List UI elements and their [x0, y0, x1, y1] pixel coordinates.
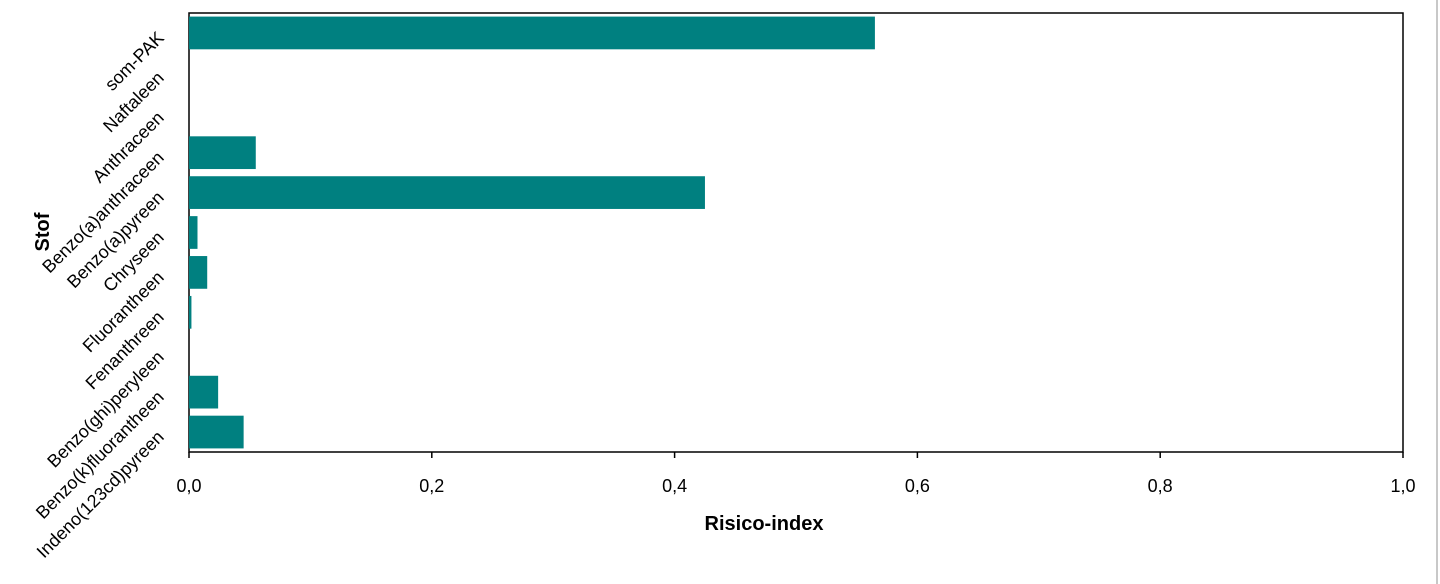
bar-som-pak — [189, 16, 875, 50]
bar-chryseen — [189, 216, 198, 249]
window-edge — [1436, 0, 1438, 584]
bar-indeno-123cd-pyreen — [189, 415, 244, 449]
bar-series — [189, 16, 875, 449]
x-tick-label: 0,0 — [176, 476, 201, 496]
plot-area — [188, 12, 1404, 453]
x-tick-label: 0,8 — [1148, 476, 1173, 496]
x-axis-title: Risico-index — [705, 513, 824, 535]
bar-fenanthreen — [189, 295, 192, 329]
x-tick-label: 0,2 — [419, 476, 444, 496]
bar-fluorantheen — [189, 256, 208, 289]
x-tick-label: 1,0 — [1390, 476, 1415, 496]
bar-benzo-a-pyreen — [189, 176, 705, 209]
category-axis-labels: som-PAKNaftaleenAnthraceenBenzo(a)anthra… — [32, 28, 168, 562]
x-tick-label: 0,4 — [662, 476, 687, 496]
bar-benzo-k-fluorantheen — [189, 375, 219, 409]
x-tick-label: 0,6 — [905, 476, 930, 496]
bar-benzo-a-anthraceen — [189, 136, 256, 170]
y-axis-title: Stof — [32, 212, 54, 251]
value-axis-ticks: 0,0 0,2 0,4 0,6 0,8 1,0 — [176, 452, 1416, 496]
